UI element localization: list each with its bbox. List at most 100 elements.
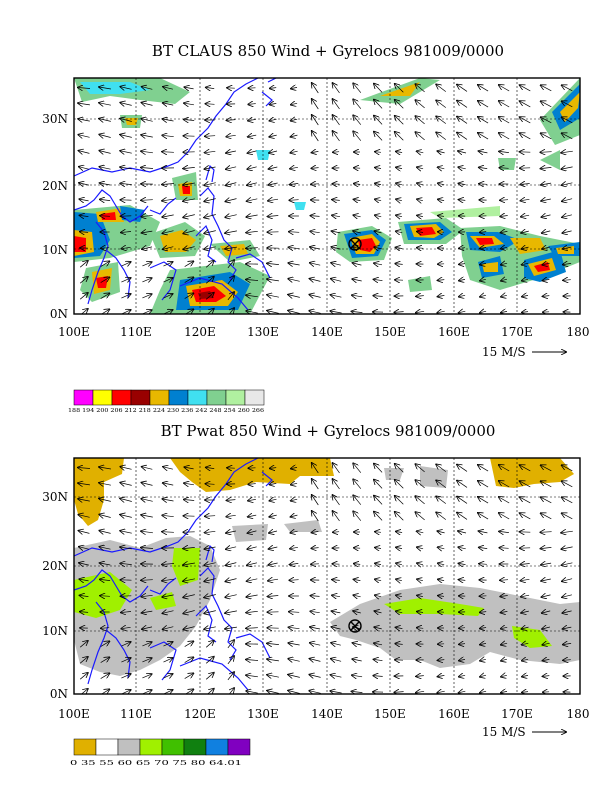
wind-vector — [99, 103, 111, 105]
wind-vector — [541, 183, 551, 185]
color-legend — [74, 390, 264, 405]
wind-vector — [288, 263, 299, 265]
lat-axis-labels: 0N 10N 20N 30N — [42, 112, 68, 321]
wind-vector — [480, 295, 486, 297]
wind-vector — [375, 215, 381, 217]
wind-vector — [162, 532, 174, 533]
wind-vector — [543, 676, 550, 677]
wind-vector — [541, 85, 552, 91]
wind-vector — [291, 483, 297, 484]
wind-vector — [479, 184, 487, 185]
wind-vector — [289, 200, 298, 201]
reference-vector-label: 15 M/S — [482, 345, 526, 359]
wind-vector — [142, 294, 151, 298]
wind-vector — [289, 232, 299, 233]
wind-vector — [310, 263, 320, 265]
wind-vector — [438, 563, 444, 564]
wind-vector — [522, 295, 528, 296]
lat-label: 20N — [42, 179, 68, 193]
wind-vector — [204, 231, 216, 234]
wind-vector — [354, 564, 360, 565]
wind-vector — [542, 231, 550, 233]
wind-vector — [267, 263, 279, 264]
legend-swatch — [184, 739, 206, 755]
wind-vector — [458, 151, 466, 153]
wind-vector — [226, 167, 236, 169]
legend-swatch — [93, 390, 112, 405]
wind-vector — [374, 116, 382, 125]
wind-vector — [268, 199, 278, 201]
wind-vector — [80, 673, 88, 679]
legend-swatch — [131, 390, 150, 405]
wind-vector — [270, 88, 276, 89]
wind-vector — [291, 135, 298, 137]
wind-vector — [269, 151, 277, 153]
wind-vector — [543, 296, 550, 297]
wind-vector — [459, 311, 466, 313]
wind-vector — [333, 463, 340, 473]
wind-vector — [312, 115, 319, 125]
wind-vector — [375, 532, 381, 533]
wind-vector — [374, 512, 382, 521]
wind-vector — [269, 531, 277, 533]
wind-vector — [373, 676, 382, 677]
wind-vector — [541, 579, 551, 581]
wind-vector — [457, 101, 467, 108]
wind-vector — [521, 595, 529, 597]
wind-vector — [353, 479, 361, 488]
wind-vector — [184, 483, 194, 485]
wind-vector — [163, 119, 174, 121]
wind-vector — [226, 515, 235, 516]
wind-vector — [352, 659, 361, 661]
wind-vector — [521, 215, 529, 217]
wind-vector — [353, 215, 360, 217]
wind-vector — [184, 500, 194, 501]
wind-vector — [562, 563, 573, 565]
wind-vector — [499, 85, 509, 91]
wind-vector — [478, 513, 488, 519]
wind-vector — [204, 611, 216, 614]
wind-vector — [374, 132, 382, 141]
wind-vector — [457, 85, 467, 92]
wind-vector — [542, 595, 551, 597]
wind-vector — [183, 167, 195, 168]
wind-vector — [288, 659, 299, 662]
wind-vector — [120, 483, 131, 486]
wind-vector — [479, 151, 488, 153]
lon-label: 120E — [184, 707, 216, 721]
wind-vector — [312, 511, 319, 521]
wind-vector — [375, 199, 381, 200]
wind-vector — [246, 215, 257, 217]
wind-vector — [396, 247, 403, 248]
lon-label: 140E — [311, 707, 343, 721]
wind-vector — [374, 659, 383, 660]
wind-vector — [457, 465, 467, 472]
wind-vector — [562, 231, 571, 233]
wind-vector — [437, 531, 444, 533]
legend-swatch — [188, 390, 207, 405]
wind-vector — [396, 167, 402, 168]
wind-vector — [501, 675, 507, 676]
wind-vector — [396, 199, 402, 200]
lon-label: 170E — [501, 325, 533, 339]
wind-vector — [267, 279, 279, 281]
wind-vector — [354, 579, 361, 580]
wind-vector — [331, 643, 341, 645]
wind-vector — [499, 101, 509, 107]
wind-vector — [333, 511, 340, 521]
wind-vector — [436, 116, 446, 123]
wind-vector — [184, 87, 193, 89]
wind-vector — [101, 673, 110, 678]
wind-vector — [479, 167, 487, 168]
wind-vector — [206, 673, 214, 680]
wind-vector — [205, 136, 215, 137]
lon-label: 130E — [247, 325, 279, 339]
wind-vector — [288, 675, 300, 678]
wind-vector — [375, 563, 381, 564]
wind-vector — [246, 595, 257, 597]
wind-vector — [417, 167, 423, 169]
wind-vector — [417, 248, 423, 249]
wind-vector — [310, 659, 321, 662]
wind-vector — [353, 131, 361, 140]
wind-vector — [375, 183, 381, 184]
